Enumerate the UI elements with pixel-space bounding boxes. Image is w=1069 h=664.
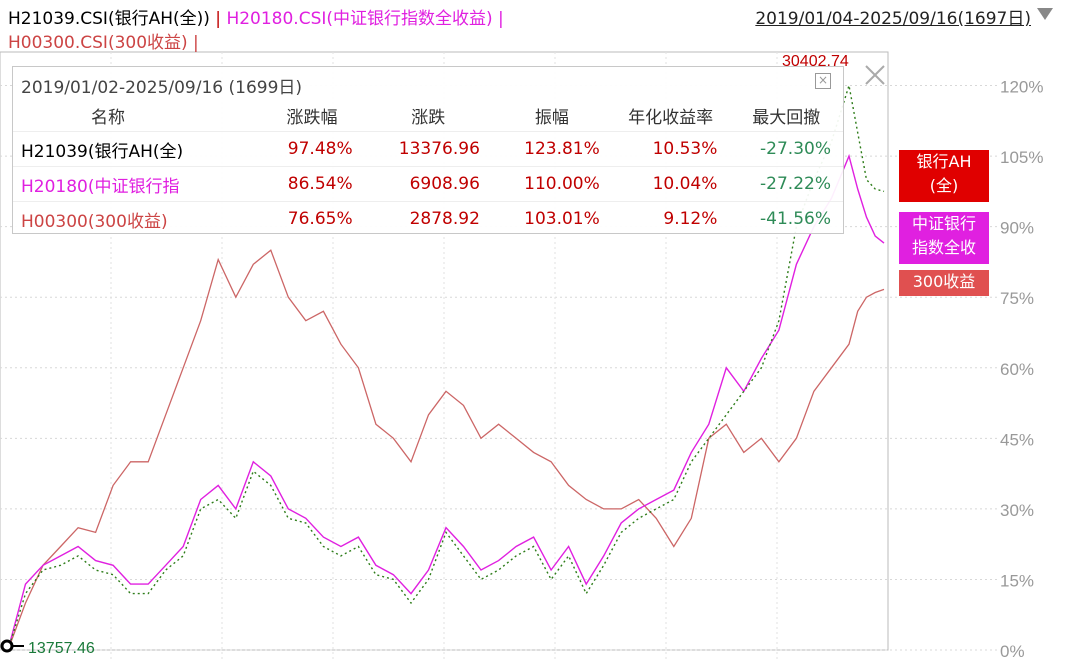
y-tick-label: 60% — [1000, 360, 1034, 379]
row-chg-pct: 97.48% — [259, 131, 365, 167]
crosshair-icon — [865, 65, 885, 85]
series-label-bank[interactable]: H20180.CSI(中证银行指数全收益) — [226, 9, 493, 29]
row-annual: 10.04% — [611, 166, 730, 202]
close-icon[interactable]: × — [815, 73, 831, 89]
high-annotation: 30402.74 — [782, 53, 849, 70]
tag-line: 中证银行 — [911, 214, 976, 233]
series-tag-bank: 中证银行 指数全收 — [899, 212, 989, 264]
row-chg-pct: 86.54% — [259, 166, 365, 202]
series-header-line1: H21039.CSI(银行AH(全)) | H20180.CSI(中证银行指数全… — [8, 4, 504, 29]
row-amp: 110.00% — [491, 166, 612, 202]
row-annual: 9.12% — [611, 201, 730, 236]
col-header: 年化收益率 — [628, 107, 714, 128]
row-amp: 103.01% — [491, 201, 612, 236]
stats-header-row: 名称 涨跌幅 涨跌 振幅 年化收益率 最大回撤 — [13, 99, 843, 132]
series-header-line2: H00300.CSI(300收益) | — [8, 28, 199, 53]
y-tick-label: 15% — [1000, 571, 1034, 590]
series-line-bank — [7, 153, 885, 651]
col-header: 名称 — [91, 107, 125, 128]
series-label-300[interactable]: H00300.CSI(300收益) — [8, 33, 188, 53]
series-line-ah — [7, 85, 885, 651]
stats-table: 名称 涨跌幅 涨跌 振幅 年化收益率 最大回撤 H21039(银行AH(全) 9… — [13, 99, 843, 236]
y-tick-label: 90% — [1000, 219, 1034, 238]
tag-line: 银行AH — [916, 152, 972, 171]
row-annual: 10.53% — [611, 131, 730, 167]
row-name: H21039(银行AH(全) — [13, 131, 260, 167]
chart-series — [7, 85, 885, 651]
row-amp: 123.81% — [491, 131, 612, 167]
header-separator: | — [209, 9, 227, 29]
col-header: 涨跌 — [411, 107, 446, 128]
row-chg: 2878.92 — [364, 201, 492, 236]
tag-line: (全) — [929, 176, 959, 195]
header-separator: | — [187, 33, 199, 53]
header-separator: | — [492, 9, 504, 29]
series-tag-300: 300收益 — [899, 270, 989, 296]
y-tick-label: 105% — [1000, 148, 1043, 167]
y-tick-label: 0% — [1000, 642, 1025, 661]
row-mdd: -27.22% — [729, 166, 843, 202]
row-mdd: -27.30% — [729, 131, 843, 167]
stats-row-bank[interactable]: H20180(中证银行指 86.54% 6908.96 110.00% 10.0… — [13, 166, 843, 202]
stats-row-300[interactable]: H00300(300收益) 76.65% 2878.92 103.01% 9.1… — [13, 201, 843, 236]
series-tag-ah: 银行AH (全) — [899, 150, 989, 202]
y-axis: 120% 105% 90% 75% 60% 45% 30% 15% 0% — [1000, 78, 1043, 661]
low-marker — [0, 639, 24, 653]
row-mdd: -41.56% — [729, 201, 843, 236]
col-header: 最大回撤 — [752, 107, 821, 128]
row-name: H00300(300收益) — [13, 201, 260, 236]
y-tick-label: 45% — [1000, 430, 1034, 449]
col-header: 涨跌幅 — [286, 107, 338, 128]
y-tick-label: 30% — [1000, 501, 1034, 520]
y-tick-label: 75% — [1000, 289, 1034, 308]
col-header: 振幅 — [534, 107, 569, 128]
y-tick-label: 120% — [1000, 78, 1043, 97]
stats-panel: 2019/01/02-2025/09/16 (1699日) × 名称 涨跌幅 涨… — [12, 66, 844, 236]
row-name: H20180(中证银行指 — [13, 166, 260, 202]
tag-line: 指数全收 — [911, 238, 976, 257]
low-annotation: 13757.46 — [28, 640, 95, 657]
stats-row-ah[interactable]: H21039(银行AH(全) 97.48% 13376.96 123.81% 1… — [13, 131, 843, 167]
series-line-300 — [7, 249, 885, 651]
dropdown-arrow-icon[interactable] — [1037, 8, 1053, 20]
series-label-ah[interactable]: H21039.CSI(银行AH(全)) — [8, 9, 210, 29]
stats-panel-title: 2019/01/02-2025/09/16 (1699日) — [21, 78, 303, 98]
row-chg-pct: 76.65% — [259, 201, 365, 236]
row-chg: 13376.96 — [364, 131, 492, 167]
date-range-selector[interactable]: 2019/01/04-2025/09/16(1697日) — [755, 9, 1031, 29]
row-chg: 6908.96 — [364, 166, 492, 202]
